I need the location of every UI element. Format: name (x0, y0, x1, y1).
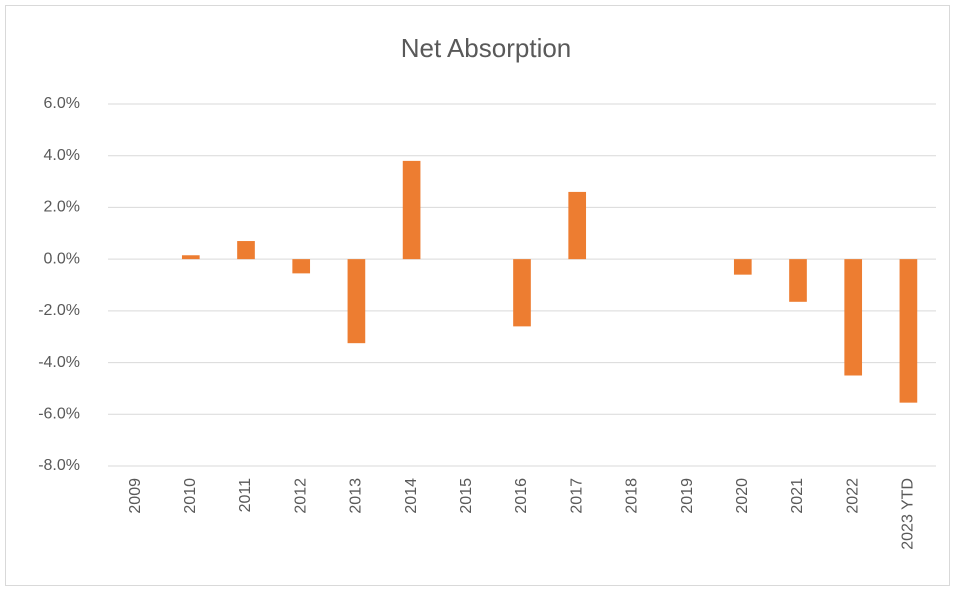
x-tick-label: 2013 (348, 478, 365, 514)
chart-title: Net Absorption (401, 33, 572, 63)
y-tick-label: 6.0% (44, 95, 80, 112)
x-tick-label: 2022 (844, 478, 861, 514)
chart-frame (5, 5, 950, 586)
bar (292, 259, 311, 274)
bar (733, 259, 752, 275)
y-tick-label: 0.0% (44, 250, 80, 267)
x-tick-label: 2016 (513, 478, 530, 514)
x-tick-label: 2010 (182, 478, 199, 514)
bar (568, 191, 587, 260)
bar (347, 259, 366, 344)
bar (513, 259, 531, 327)
x-tick-label: 2012 (292, 478, 309, 514)
x-tick-label: 2017 (568, 478, 585, 514)
y-tick-label: -8.0% (38, 457, 80, 474)
bar (237, 241, 255, 260)
x-tick-label: 2014 (403, 478, 420, 514)
bar (899, 259, 918, 403)
bar (402, 160, 421, 260)
x-tick-label: 2019 (679, 478, 696, 514)
x-tick-label: 2021 (789, 478, 806, 514)
x-tick-label: 2020 (734, 478, 751, 514)
y-tick-label: 2.0% (44, 199, 80, 216)
y-tick-label: -2.0% (38, 302, 80, 319)
x-tick-label: 2011 (237, 478, 254, 513)
y-tick-label: -6.0% (38, 406, 80, 423)
bar (789, 259, 807, 302)
y-tick-label: -4.0% (38, 354, 80, 371)
x-tick-label: 2023 YTD (900, 478, 917, 550)
x-tick-label: 2009 (127, 478, 144, 514)
x-tick-label: 2015 (458, 478, 475, 514)
x-tick-label: 2018 (624, 478, 641, 514)
y-tick-label: 4.0% (44, 147, 80, 164)
bar (181, 255, 200, 260)
bar (844, 259, 863, 376)
